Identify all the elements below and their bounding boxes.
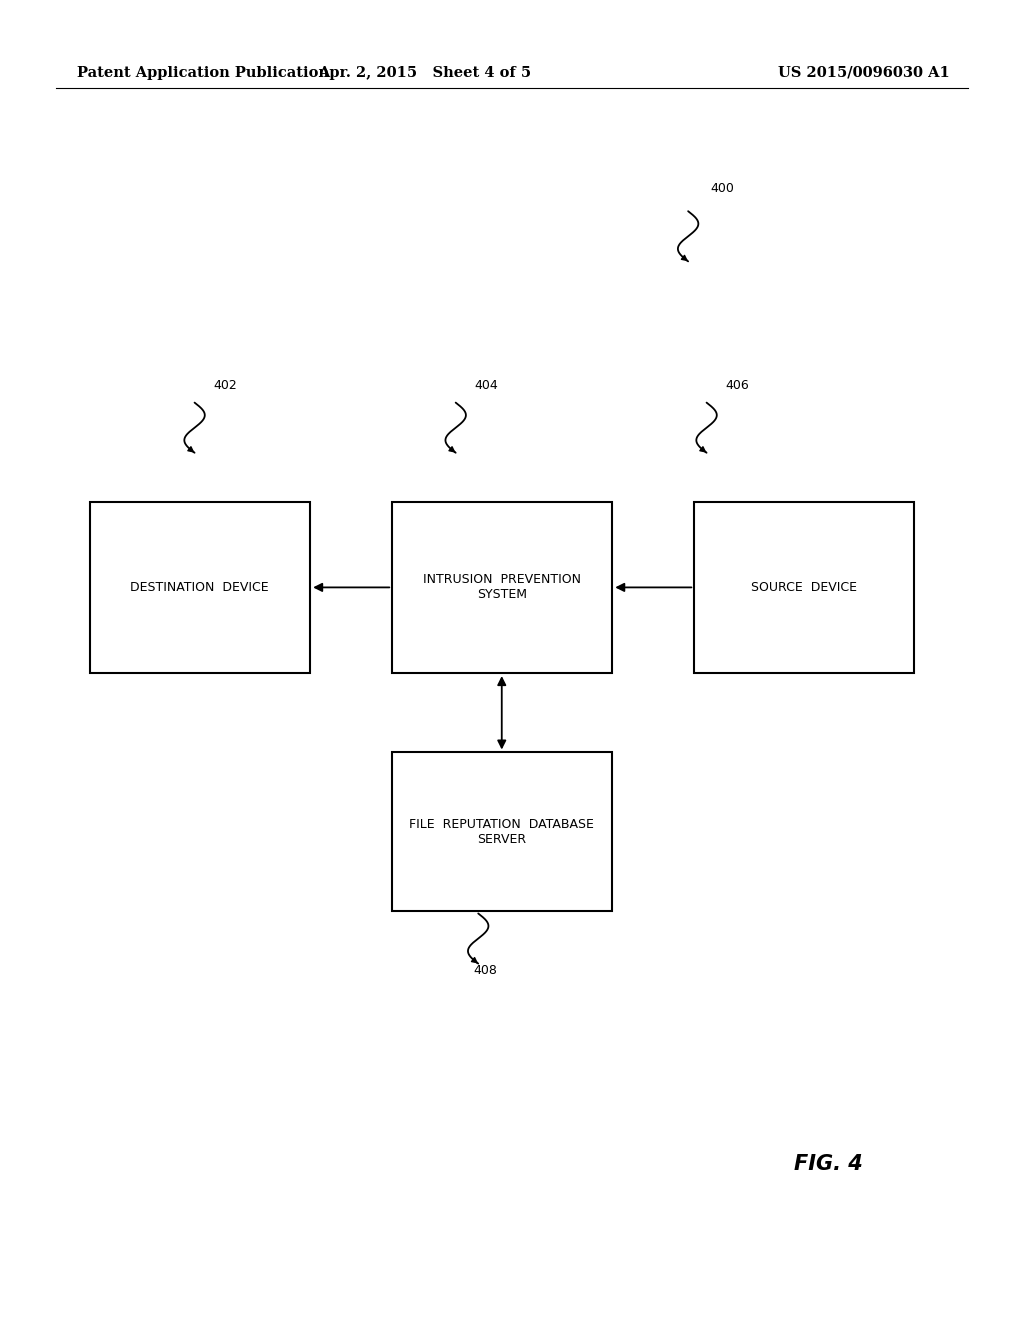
Text: 400: 400	[711, 182, 734, 195]
Bar	[391, 752, 612, 911]
Text: 402: 402	[213, 379, 237, 392]
Text: FIG. 4: FIG. 4	[794, 1154, 862, 1175]
Text: 404: 404	[474, 379, 498, 392]
Text: FILE  REPUTATION  DATABASE
SERVER: FILE REPUTATION DATABASE SERVER	[410, 817, 594, 846]
Text: INTRUSION  PREVENTION
SYSTEM: INTRUSION PREVENTION SYSTEM	[423, 573, 581, 602]
Text: Patent Application Publication: Patent Application Publication	[77, 66, 329, 79]
Bar	[391, 502, 612, 673]
Bar	[90, 502, 309, 673]
Bar	[694, 502, 913, 673]
Text: 408: 408	[473, 964, 497, 977]
Text: 406: 406	[725, 379, 749, 392]
Text: SOURCE  DEVICE: SOURCE DEVICE	[751, 581, 857, 594]
Text: DESTINATION  DEVICE: DESTINATION DEVICE	[130, 581, 269, 594]
Text: US 2015/0096030 A1: US 2015/0096030 A1	[778, 66, 950, 79]
Text: Apr. 2, 2015   Sheet 4 of 5: Apr. 2, 2015 Sheet 4 of 5	[318, 66, 531, 79]
